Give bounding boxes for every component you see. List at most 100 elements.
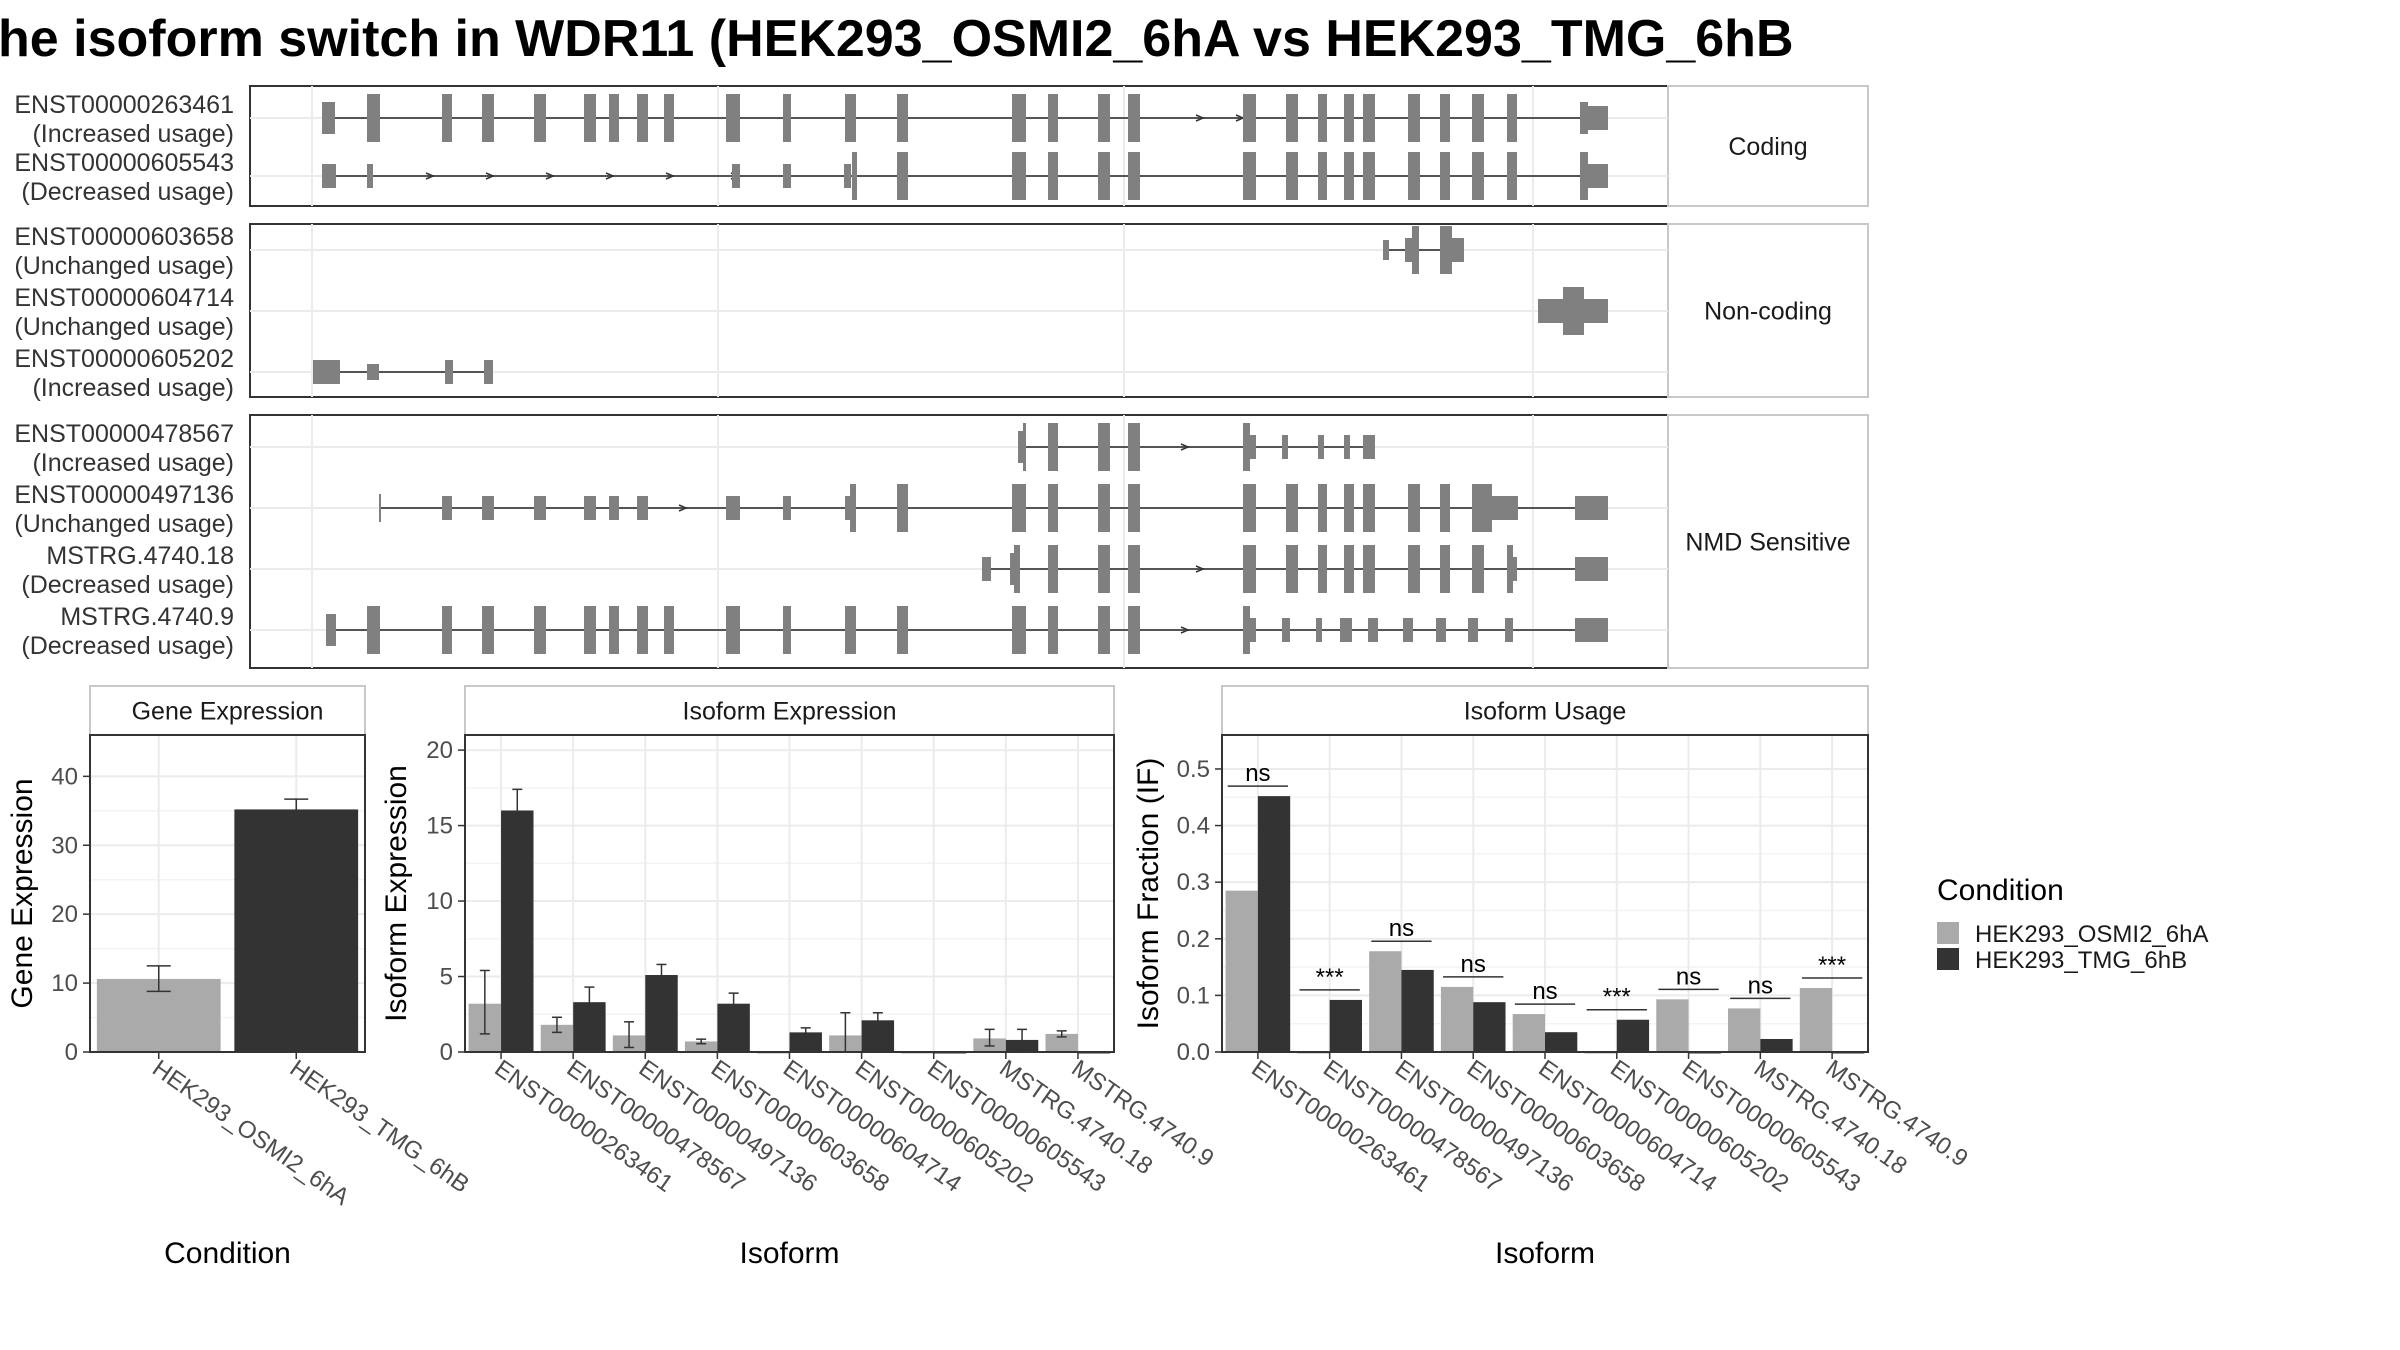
exon [1468,618,1478,642]
bar [1225,890,1258,1052]
y-tick-label: 5 [440,964,453,991]
exon [313,360,340,384]
significance-label: ns [1461,951,1486,978]
x-axis-label: Condition [164,1237,291,1270]
bar [1656,999,1689,1052]
exon [1282,435,1288,459]
exon [1318,545,1327,593]
exon [1243,94,1256,142]
exon [1408,545,1420,593]
isoform-usage-label: (Increased usage) [32,374,234,402]
exon [1048,152,1058,200]
exon [534,496,546,520]
legend-swatch [1937,922,1959,944]
exon [1575,496,1608,520]
exon [637,496,648,520]
exon [1318,94,1327,142]
panel-border [89,734,366,1053]
y-axis-label: Gene Expression [6,778,39,1008]
exon [1243,423,1250,471]
exon [637,606,648,654]
exon [1383,240,1389,260]
exon [1243,545,1256,593]
y-tick-label: 0.4 [1177,813,1210,840]
exon [1440,226,1452,274]
exon [1098,94,1110,142]
exon [1472,152,1484,200]
significance-label: ns [1245,760,1270,787]
exon [1584,299,1608,323]
exon [1588,164,1608,188]
exon [1588,106,1608,130]
exon [1286,152,1298,200]
exon [584,606,596,654]
strand-arrow [1195,565,1205,573]
bar [684,1041,718,1052]
exon [1048,606,1058,654]
exon [1575,618,1608,642]
legend-swatch [1937,948,1959,970]
bar [1616,1019,1650,1052]
exon [664,94,674,142]
bar [1512,1014,1545,1052]
exon [845,94,856,142]
exon [1098,484,1110,532]
bar [1760,1038,1793,1052]
exon [783,606,791,654]
bar [1257,796,1291,1052]
exon [1344,435,1350,459]
exon [1405,238,1412,262]
strand-arrow [425,172,435,180]
isoform-usage-label: (Increased usage) [32,120,234,148]
exon [726,606,740,654]
exon [1286,484,1298,532]
exon [852,152,857,200]
exon [482,606,494,654]
y-tick-label: 20 [51,901,78,928]
y-tick-label: 0.1 [1177,982,1210,1009]
exon [1563,287,1584,335]
exon [1408,94,1420,142]
isoform-id-label: ENST00000604714 [14,284,234,312]
isoform-id-label: ENST00000478567 [14,420,234,448]
exon [1023,423,1026,471]
y-tick-label: 40 [51,763,78,790]
strand-arrow [1180,626,1190,634]
exon [1513,557,1517,581]
isoform-id-label: ENST00000497136 [14,481,234,509]
exon [726,496,740,520]
exon [484,360,493,384]
significance-label: *** [1603,984,1631,1011]
exon [442,94,452,142]
exon [445,360,453,384]
y-tick-label: 0 [440,1039,453,1066]
legend-title: Condition [1937,874,2064,907]
exon [1286,94,1298,142]
x-axis-label: Isoform [739,1237,839,1270]
bar [1545,1032,1578,1052]
exon [1014,545,1020,593]
y-tick-label: 0.0 [1177,1039,1210,1066]
strand-arrow [545,172,555,180]
exon [1243,606,1250,654]
exon [584,94,596,142]
exon [1344,545,1354,593]
isoform-id-label: MSTRG.4740.18 [46,542,234,570]
exon [482,496,494,520]
isoform-id-label: ENST00000603658 [14,223,234,251]
exon [1507,152,1517,200]
exon [379,494,381,522]
legend-label: HEK293_TMG_6hB [1975,947,2187,974]
exon [1363,435,1375,459]
exon [1012,606,1026,654]
exon [783,496,791,520]
exon [1440,152,1450,200]
exon [609,496,619,520]
exon [1243,484,1256,532]
structure-group-label: NMD Sensitive [1685,529,1850,557]
exon [1408,152,1420,200]
exon [1286,545,1298,593]
bar [1799,988,1833,1052]
exon [1012,152,1026,200]
